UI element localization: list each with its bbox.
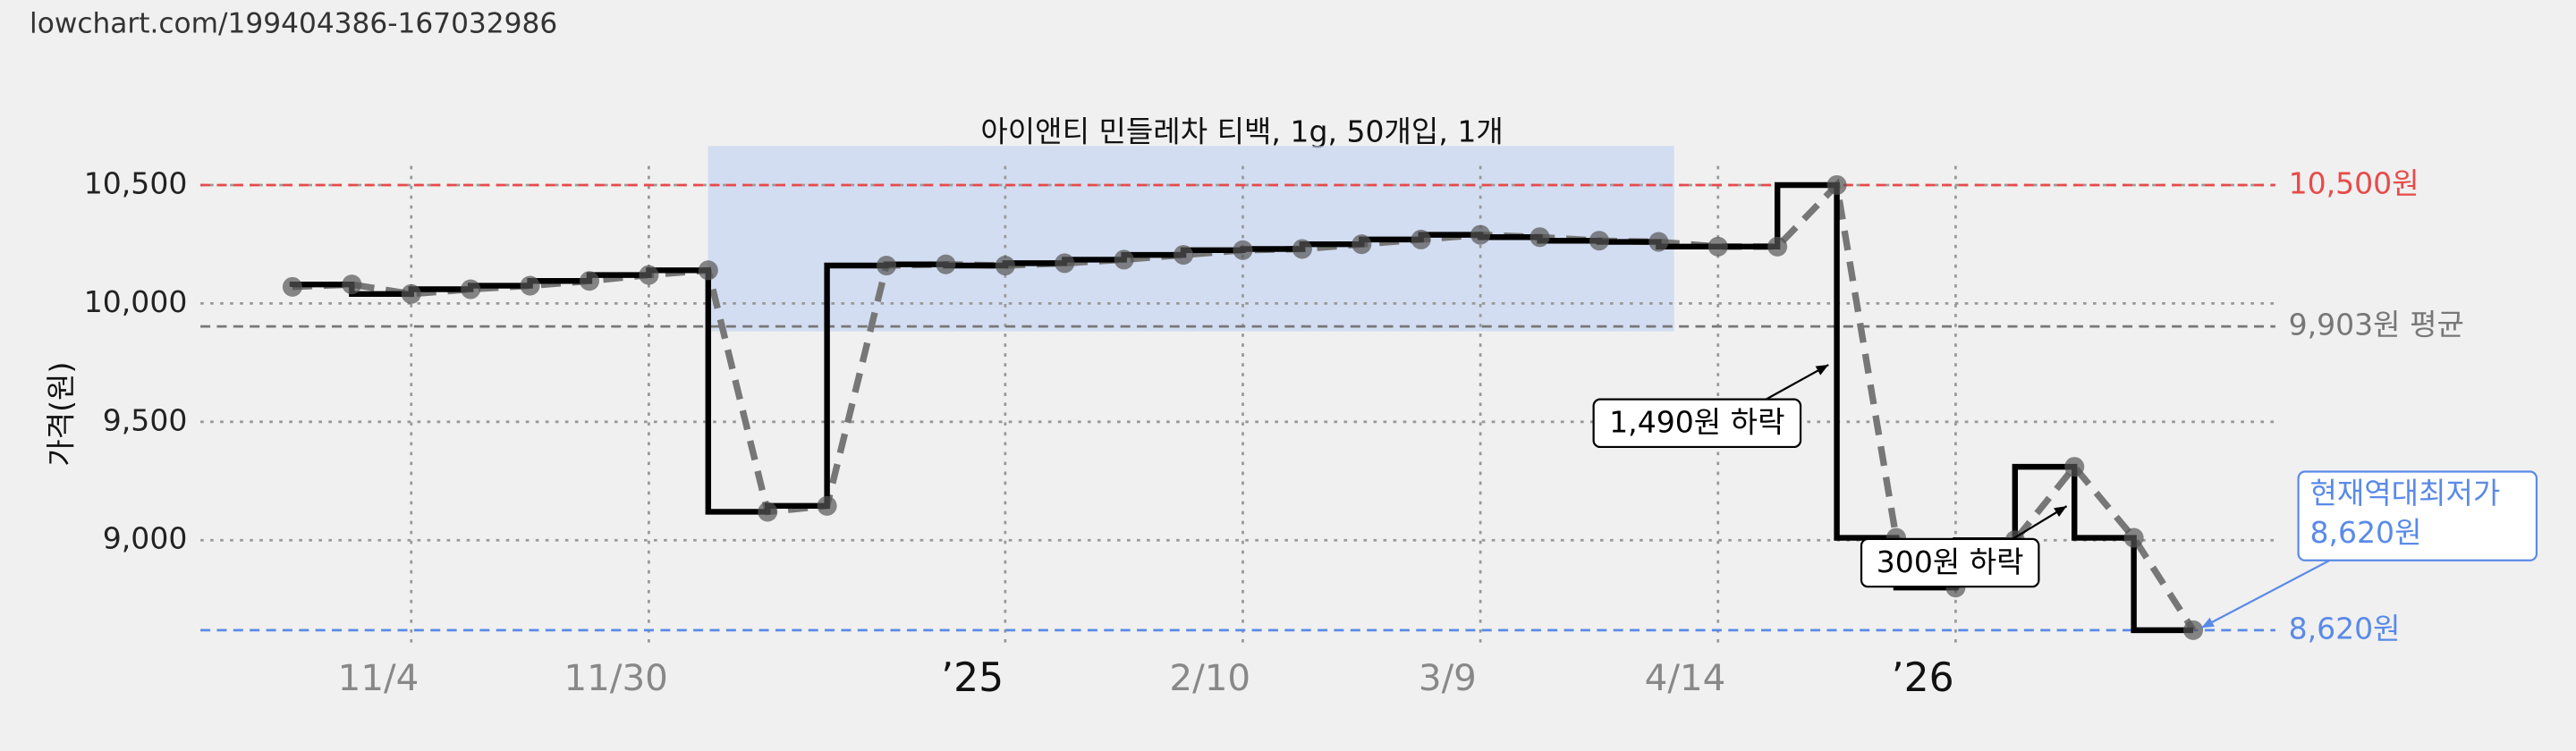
annotation: 1,490원 하락 [1609, 405, 1784, 440]
point [698, 260, 718, 281]
point [639, 265, 659, 285]
annotation-arrow [2200, 557, 2334, 629]
x-tick-label: 2/10 [1169, 656, 1250, 699]
point [1648, 232, 1669, 252]
point [2183, 620, 2204, 640]
arrow-head [2054, 506, 2067, 518]
reference-label: 9,903원 평균 [2289, 308, 2464, 342]
chart-title: 아이앤티 민들레차 티백, 1g, 50개입, 1개 [980, 114, 1503, 148]
point [1411, 229, 1431, 249]
x-tick-label: ’25 [941, 655, 1004, 701]
point [758, 502, 778, 522]
point [936, 254, 956, 274]
point [401, 283, 421, 304]
point [1530, 227, 1550, 248]
arrow-head [1815, 365, 1829, 376]
x-tick-label: ’26 [1892, 655, 1954, 701]
point [817, 495, 837, 516]
point [877, 255, 897, 276]
x-tick-label: 3/9 [1419, 656, 1477, 699]
annotation-box [1860, 537, 2040, 588]
y-tick-label: 9,000 [103, 521, 188, 556]
source-url: lowchart.com/199404386-167032986 [30, 8, 557, 40]
point [1233, 240, 1253, 260]
point [1767, 236, 1788, 257]
annotation-box [1592, 398, 1802, 449]
point [995, 255, 1015, 276]
point [520, 275, 540, 296]
point [1707, 236, 1728, 257]
reference-label: 10,500원 [2289, 165, 2419, 200]
point [282, 276, 302, 297]
point [1470, 224, 1491, 245]
point [1352, 234, 1372, 255]
point [2123, 527, 2144, 548]
point [579, 271, 600, 291]
annotation: 300원 하락 [1877, 544, 2024, 579]
annotation: 8,620원 [2309, 515, 2421, 550]
point [1589, 231, 1609, 251]
reference-label: 8,620원 [2289, 611, 2401, 646]
point [342, 274, 362, 295]
point [1114, 249, 1134, 270]
x-tick-label: 11/4 [338, 656, 419, 699]
x-tick-label: 4/14 [1645, 656, 1726, 699]
point [461, 279, 481, 300]
y-tick-label: 9,500 [103, 402, 188, 437]
y-tick-label: 10,000 [84, 284, 188, 319]
watermark: ▀▀▀▀ [706, 146, 1674, 512]
y-axis-label: 가격(원) [43, 362, 78, 467]
point [1174, 245, 1194, 266]
y-tick-label: 10,500 [84, 165, 188, 200]
annotation-box [2297, 470, 2538, 561]
point [2064, 457, 2085, 477]
point [1826, 174, 1847, 196]
arrow-head [2201, 617, 2215, 629]
x-tick-label: 11/30 [564, 656, 667, 699]
annotation: 현재역대최저가 [2309, 476, 2500, 511]
point [1292, 239, 1312, 259]
point [1055, 253, 1075, 274]
